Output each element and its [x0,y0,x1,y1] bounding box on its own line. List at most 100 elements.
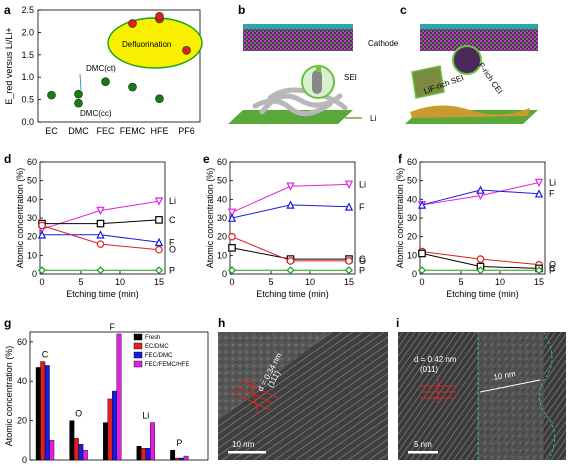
scalebar-h [228,451,266,454]
plot-e: 0 10 20 30 40 50 60 0 5 10 15 Etching time (min) Ato… [205,157,366,299]
y-tick-label: 60 [17,337,27,347]
annotation-dmc-ct: DMC(ct) [86,64,116,73]
x-tick-label: 10 [305,277,315,287]
category-label-Li: Li [142,411,149,421]
data-point-O [228,232,236,241]
y-tick-label: 10 [217,250,227,260]
data-point-P [37,266,47,275]
bar-FEC/DMC [44,365,50,461]
x-axis-label: Etching time (min) [66,289,139,299]
cathode-layer [243,29,353,51]
panel-d: d 0 10 20 30 40 50 60 0 5 10 15 Etching time (min) A… [4,152,176,299]
x-tick-label: PF6 [178,126,195,136]
series-label-Li: Li [359,179,366,189]
width-arrow-i [479,379,541,393]
data-point-P [154,266,164,275]
annotation-defluorination: Defluorination [122,40,171,49]
series-label-F: F [549,189,555,199]
lattice-region-h [218,332,388,460]
y-tick-label: 30 [217,213,227,223]
y-tick-label: 50 [27,176,37,186]
bar-FEC/FEMC/HFE [183,455,189,461]
y-axis-label: Atomic concentration (%) [4,346,14,447]
y-tick-label: 50 [407,176,417,186]
series-label-C: C [169,215,176,225]
bar-Fresh [102,422,108,461]
bar-FEC/DMC [179,457,185,461]
legend-swatch-FEC/FEMC/HFE [133,360,143,368]
data-point-Li [286,182,295,191]
x-tick-label: DMC [68,126,89,136]
data-point-F [37,230,47,239]
panel-label-i: i [396,316,399,330]
y-tick-label: 10 [407,250,417,260]
panel-label-g: g [4,316,11,330]
data-point [101,77,110,86]
li-metal-slab [228,110,353,124]
y-tick-label: 2.0 [21,27,34,37]
data-point-Li [154,197,164,206]
y-tick-label: 40 [27,194,37,204]
scalebar-label-i: 5 nm [414,440,432,449]
y-tick-label: 0.0 [21,117,34,127]
panel-f: f 0 10 20 30 40 50 60 0 5 10 15 Etching time (min) A… [395,152,556,299]
x-tick-label: 10 [495,277,505,287]
data-point-C [155,216,163,224]
x-tick-label: 5 [458,277,463,287]
data-point-Li [227,208,237,217]
data-point [182,46,191,55]
dendrite-zoom [312,70,322,94]
y-tick-label: 10 [27,250,37,260]
panel-b: b SEI Li [228,3,376,124]
panel-e: e 0 10 20 30 40 50 60 0 5 10 15 Etching time (min) A… [203,152,366,299]
data-point [74,89,83,99]
data-point-P [417,266,427,275]
y-tick-label: 1.5 [21,50,34,60]
x-tick-label: 0 [229,277,234,287]
plot-d: 0 10 20 30 40 50 60 0 5 10 15 Etching time (min) Ato… [15,157,176,299]
x-tick-label: 15 [344,277,354,287]
series-label-O: O [549,260,556,270]
category-label-F: F [109,322,115,332]
series-label-C: C [549,263,556,273]
cathode-label: Cathode [368,39,399,48]
y-tick-label: 0 [22,455,27,465]
data-point-P [227,266,237,275]
series-label-C: C [359,254,366,264]
legend-swatch-FEC/DMC [133,351,143,359]
x-tick-label: 5 [78,277,83,287]
y-tick-label: 0 [412,269,417,279]
data-point-Li [534,178,544,188]
data-point-C [228,244,236,252]
sei-zoom [411,65,445,99]
x-tick-label: FEC [97,126,116,136]
plane-i: (011) [420,365,438,374]
data-point-Li [344,180,354,189]
y-tick-label: 40 [17,376,27,386]
bar-EC/DMC [141,447,147,461]
category-label-O: O [75,409,82,419]
y-tick-label: 60 [217,157,227,167]
li-label: Li [370,114,376,123]
data-point-F [96,230,105,239]
data-point [128,19,137,28]
width-label-i: 10 nm [493,369,517,382]
bar-FEC/FEMC/HFE [116,333,122,461]
plot-frame [39,161,166,275]
data-point [47,90,56,100]
y-axis-label: E_red versus Li/Li+ [4,27,14,104]
bar-EC/DMC [174,457,180,461]
data-point [128,82,137,92]
data-point-C [418,249,426,258]
x-tick-label: 5 [268,277,273,287]
data-point [74,98,83,108]
legend-label-FEC/DMC: FEC/DMC [145,353,173,359]
legend-label-EC/DMC: EC/DMC [145,344,169,350]
annotation-dmc-cc: DMC(cc) [80,109,112,118]
series-label-P: P [359,265,365,275]
series-label-Li: Li [169,196,176,206]
d-spacing-i: d = 0.42 nm [414,355,457,364]
y-tick-label: 20 [17,416,27,426]
spacing-marker-h [231,377,279,415]
